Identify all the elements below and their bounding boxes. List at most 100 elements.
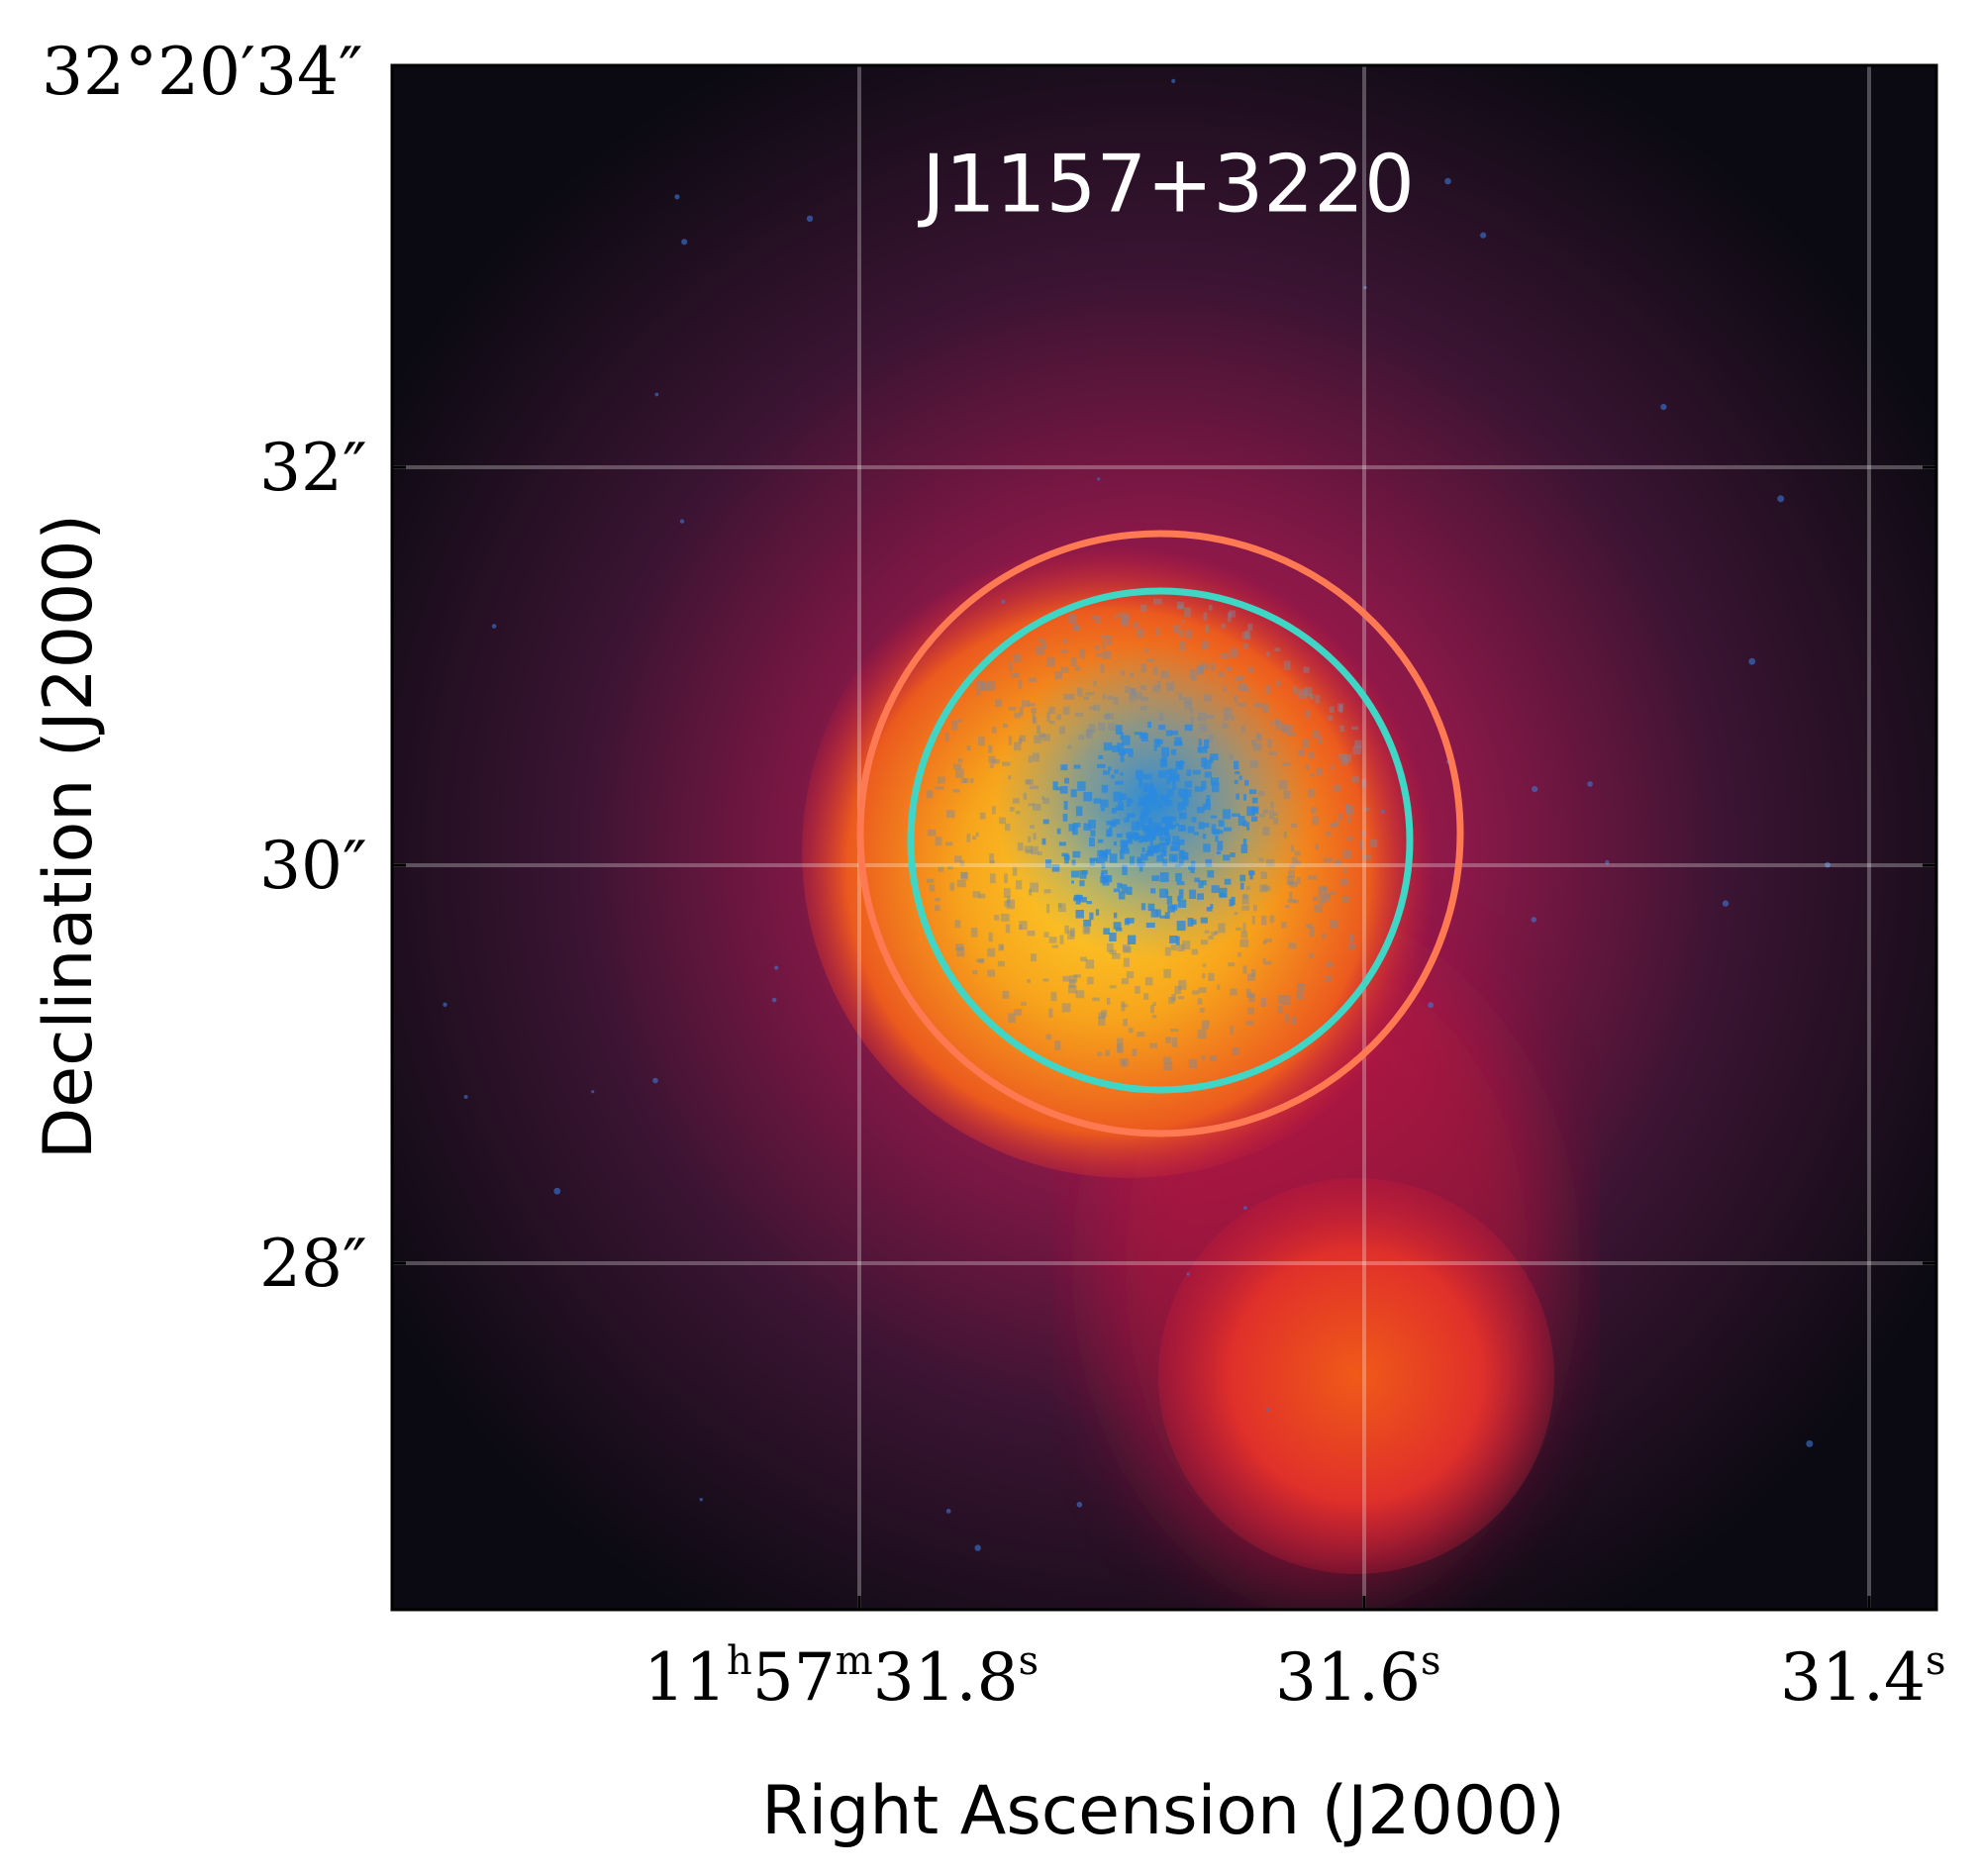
noise-speck [972,836,977,840]
noise-speck [959,860,964,866]
noise-speck [1149,839,1153,846]
noise-speck [1217,984,1221,990]
noise-speck [956,946,965,957]
noise-speck [1270,721,1274,726]
noise-speck [1212,829,1220,836]
noise-speck [1287,899,1296,904]
noise-speck [1343,753,1352,762]
noise-speck [1046,657,1055,667]
noise-speck [1262,940,1267,944]
noise-speck [1100,799,1109,808]
noise-speck [1011,673,1020,678]
noise-speck [1123,946,1132,953]
noise-speck [1083,696,1089,701]
noise-speck [1068,614,1077,624]
noise-speck [1033,716,1038,725]
background-speck [1243,1206,1247,1210]
noise-speck [1041,796,1045,800]
noise-speck [1027,931,1036,937]
noise-speck [1070,657,1077,666]
noise-speck [1242,686,1249,692]
noise-speck [1112,744,1120,752]
noise-speck [1165,769,1172,775]
noise-speck [1247,973,1255,981]
noise-speck [1203,694,1213,702]
noise-speck [1071,859,1076,866]
noise-speck [1084,927,1091,934]
noise-speck [1163,1062,1173,1071]
noise-speck [1101,863,1106,869]
noise-speck [1342,896,1350,903]
noise-speck [1124,847,1130,854]
noise-speck [1171,731,1178,736]
noise-speck [1063,801,1068,810]
noise-speck [1291,1016,1297,1025]
noise-speck [1138,802,1145,807]
noise-speck [1120,849,1125,859]
noise-speck [1315,843,1319,850]
noise-speck [1115,725,1123,735]
noise-speck [1187,918,1194,927]
background-speck [652,1077,658,1084]
noise-speck [1230,1026,1234,1035]
noise-speck [1351,726,1358,731]
noise-speck [1253,905,1257,912]
noise-speck [1278,780,1288,790]
noise-speck [1118,749,1126,755]
noise-speck [1333,821,1340,825]
noise-speck [1296,876,1301,884]
noise-speck [1217,840,1224,851]
noise-speck [1318,737,1322,744]
noise-speck [1224,717,1231,722]
background-speck [1722,900,1730,907]
noise-speck [1230,647,1238,658]
noise-speck [938,866,944,872]
noise-speck [1014,653,1022,662]
noise-speck [1229,899,1235,907]
noise-speck [1309,693,1315,700]
noise-speck [1135,986,1140,994]
noise-speck [1206,714,1215,719]
noise-speck [1027,979,1031,983]
noise-speck [1288,942,1297,949]
noise-speck [1179,642,1186,651]
noise-speck [1212,782,1220,793]
noise-speck [1116,833,1123,838]
noise-speck [988,932,993,942]
x-tick-s-unit: s [1420,1638,1441,1684]
noise-speck [1284,724,1293,732]
noise-speck [1030,825,1035,829]
x-tick-seconds: 31.8 [872,1639,1019,1716]
noise-speck [1216,850,1222,854]
noise-speck [1186,769,1192,777]
noise-speck [1177,899,1187,908]
noise-speck [1142,826,1152,832]
noise-speck [1114,615,1118,620]
noise-speck [1245,988,1251,996]
noise-speck [1004,873,1008,883]
noise-speck [1046,712,1050,722]
noise-speck [1122,1004,1129,1008]
noise-speck [1059,786,1068,794]
noise-speck [1296,860,1301,866]
noise-speck [1093,704,1101,711]
noise-speck [978,737,985,746]
noise-speck [1141,847,1145,852]
noise-speck [1025,779,1032,785]
noise-speck [1269,915,1275,924]
background-speck [1825,861,1831,868]
noise-speck [1147,903,1155,912]
noise-speck [1089,857,1096,866]
background-speck [1532,786,1538,793]
noise-speck [955,943,964,951]
noise-speck [1310,773,1315,777]
noise-speck [1117,1043,1122,1053]
noise-speck [989,763,994,768]
noise-speck [1188,865,1192,870]
noise-speck [1106,997,1111,1005]
noise-speck [1198,987,1207,993]
background-speck [806,215,814,222]
noise-speck [1303,666,1310,673]
noise-speck [1122,864,1128,875]
noise-speck [1105,848,1112,855]
